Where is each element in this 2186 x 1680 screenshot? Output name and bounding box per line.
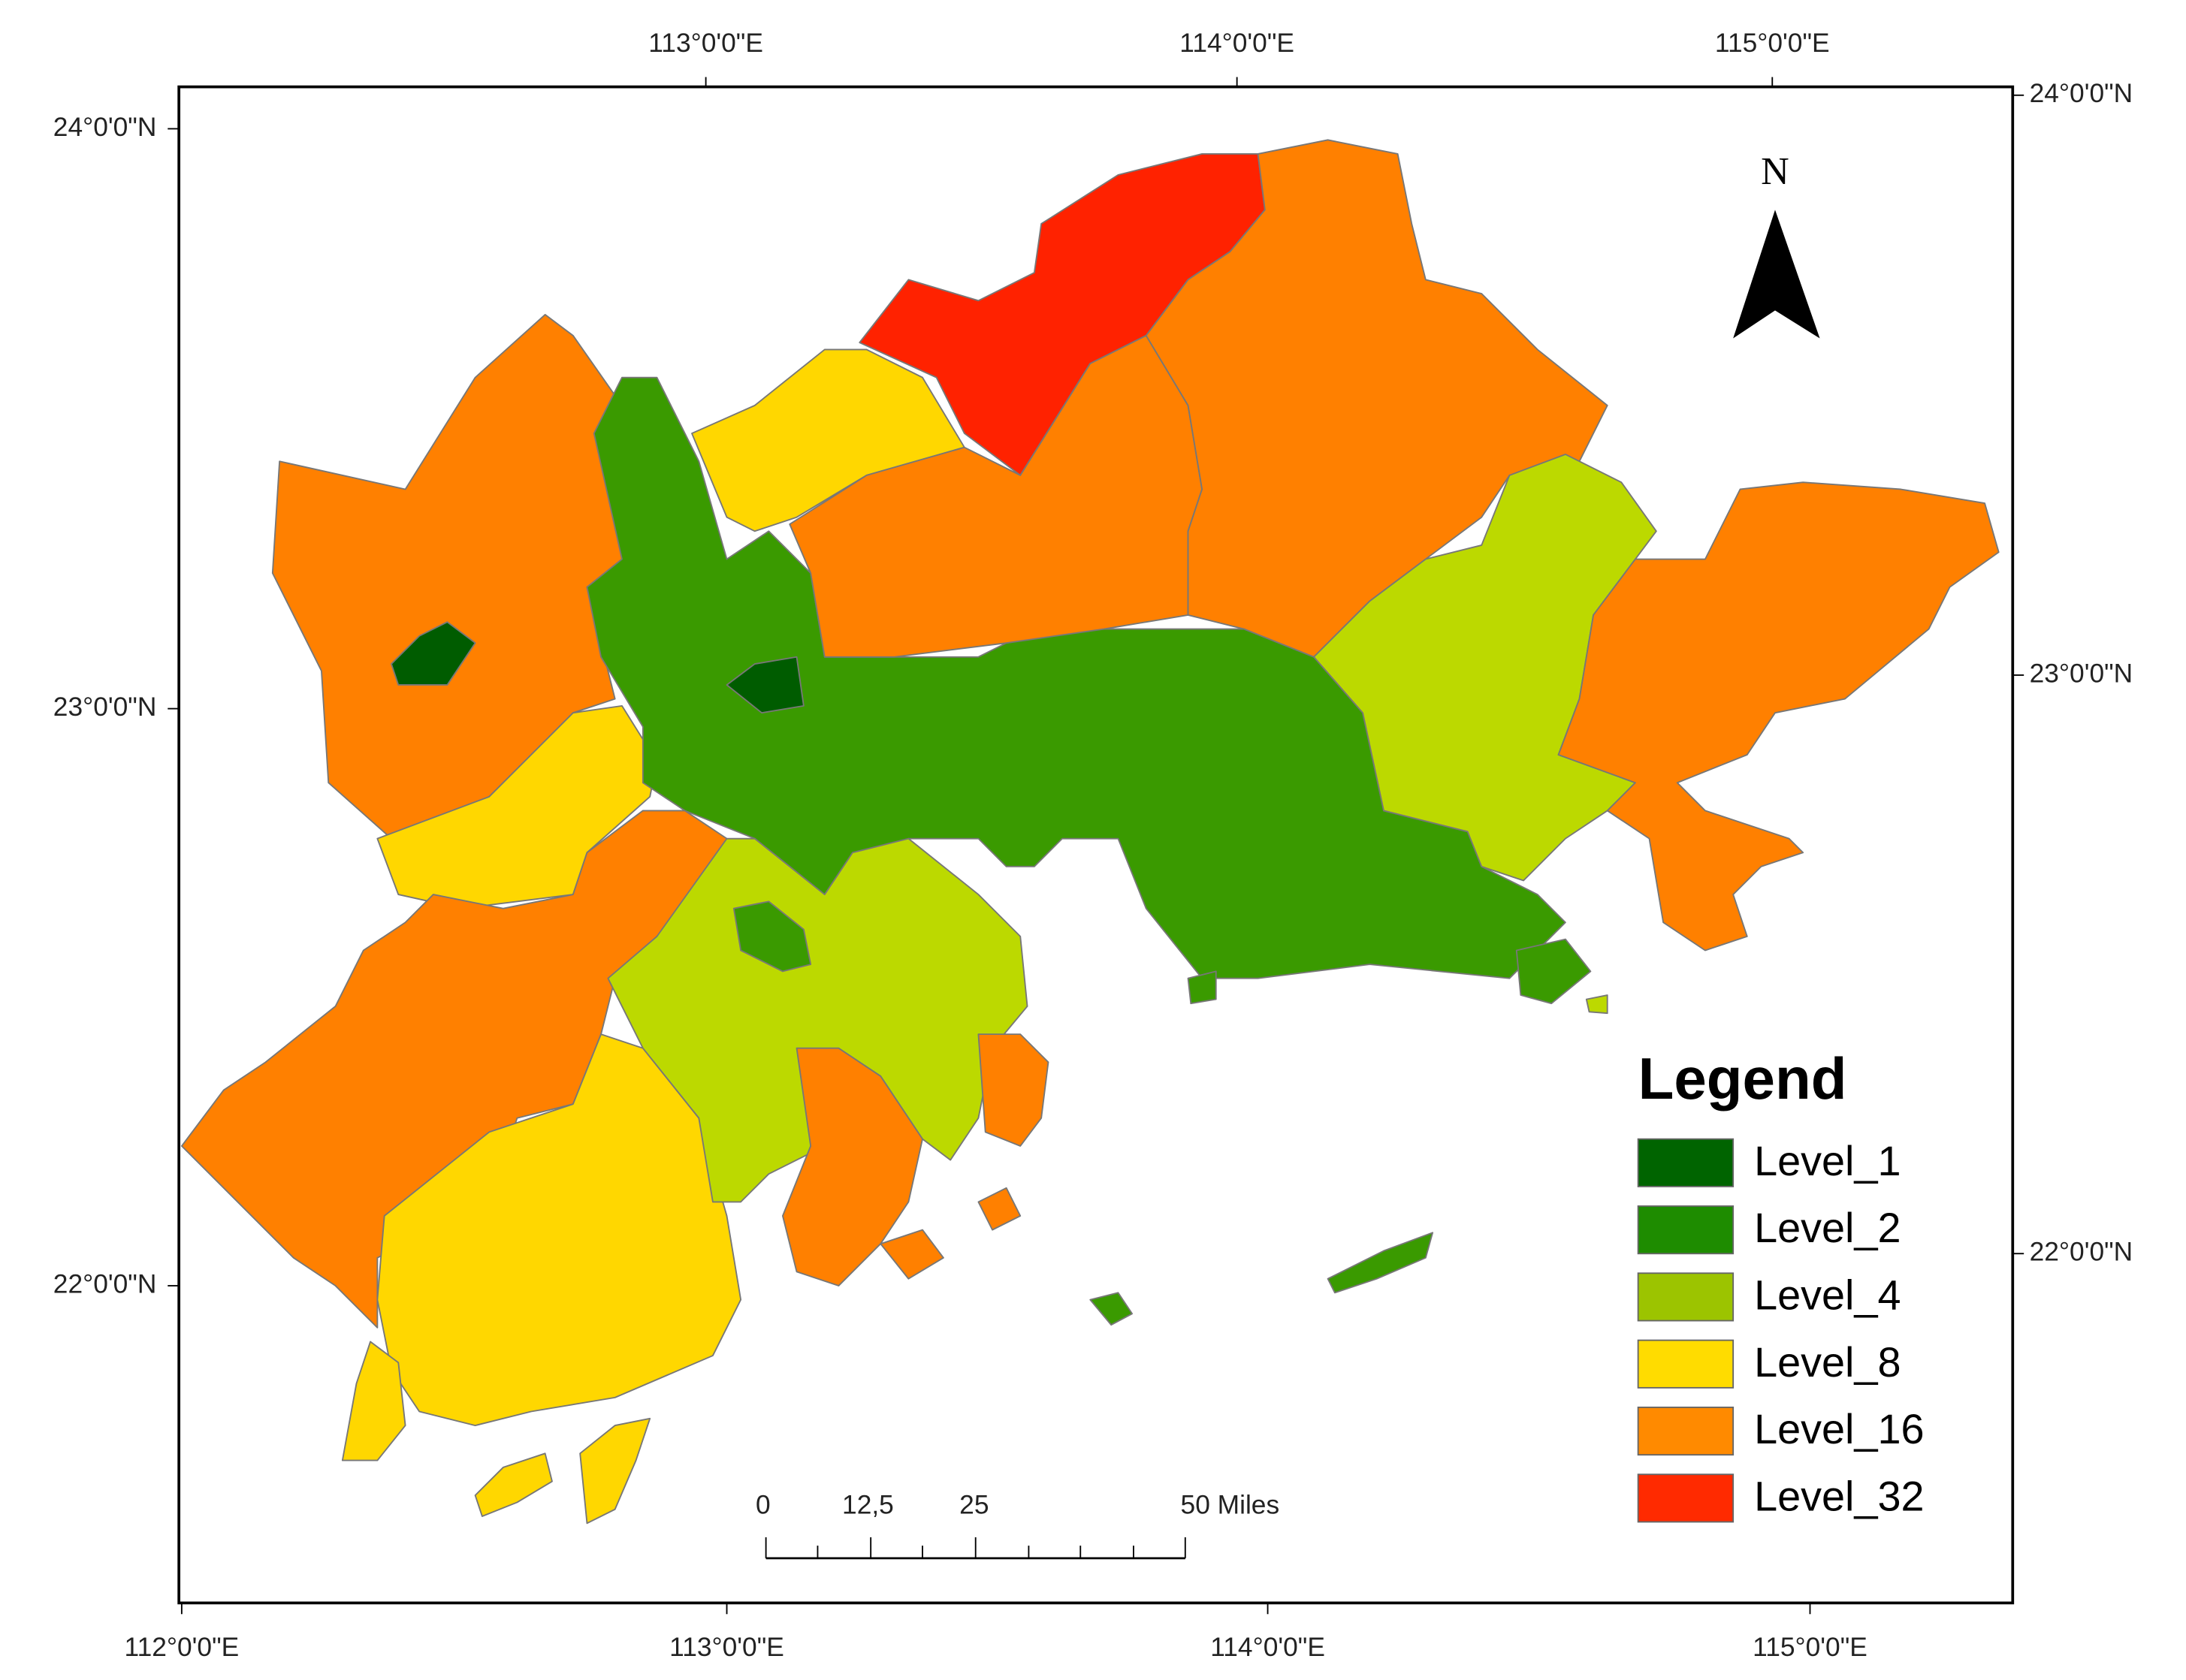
scale-label: 0 xyxy=(756,1490,771,1519)
scale-label: 12,5 xyxy=(842,1490,894,1519)
region xyxy=(376,1033,742,1427)
legend-swatch xyxy=(1637,1406,1735,1456)
island xyxy=(1327,1232,1434,1294)
scale-label: 50 Miles xyxy=(1181,1490,1280,1519)
bottom-label: 112°0'0"E xyxy=(125,1633,240,1662)
legend-label: Level_2 xyxy=(1754,1204,1901,1251)
island xyxy=(1585,994,1608,1015)
bottom-label: 113°0'0"E xyxy=(669,1633,784,1662)
region xyxy=(726,656,805,714)
island xyxy=(1089,1292,1134,1326)
north-arrow xyxy=(1733,210,1820,339)
right-label: 22°0'0"N xyxy=(2030,1238,2133,1267)
island xyxy=(1515,938,1592,1005)
region xyxy=(977,1033,1049,1147)
region xyxy=(341,1341,406,1461)
north-label: N xyxy=(1761,150,1789,193)
scale-bar: 0 12,5 25 50 Miles xyxy=(756,1490,1280,1560)
legend-label: Level_1 xyxy=(1754,1137,1901,1184)
region xyxy=(732,900,812,973)
island xyxy=(474,1452,553,1517)
island xyxy=(579,1417,651,1525)
bottom-label: 115°0'0"E xyxy=(1753,1633,1867,1662)
legend-swatch xyxy=(1637,1138,1735,1187)
region xyxy=(391,621,476,686)
legend-swatch xyxy=(1637,1473,1735,1523)
top-label: 113°0'0"E xyxy=(648,29,763,58)
island xyxy=(1187,970,1217,1005)
legend-label: Level_4 xyxy=(1754,1271,1901,1319)
left-label: 24°0'0"N xyxy=(53,113,157,142)
top-label: 114°0'0"E xyxy=(1179,29,1294,58)
region xyxy=(607,837,1028,1203)
legend: Legend Level_1 Level_2 Level_4 Level_8 Level… xyxy=(1637,1045,1925,1523)
left-label: 22°0'0"N xyxy=(53,1269,157,1298)
region xyxy=(1557,481,2000,952)
legend-swatch xyxy=(1637,1272,1735,1322)
left-label: 23°0'0"N xyxy=(53,692,157,722)
legend-swatch xyxy=(1637,1339,1735,1389)
island xyxy=(880,1229,944,1280)
legend-label: Level_8 xyxy=(1754,1338,1901,1386)
legend-label: Level_16 xyxy=(1754,1405,1924,1452)
graticule: 113°0'0"E 114°0'0"E 115°0'0"E 112°0'0"E 113°… xyxy=(53,29,2133,1662)
top-label: 115°0'0"E xyxy=(1715,29,1830,58)
bottom-label: 114°0'0"E xyxy=(1210,1633,1325,1662)
legend-title: Legend xyxy=(1638,1045,1847,1111)
legend-label: Level_32 xyxy=(1754,1472,1924,1519)
regions xyxy=(180,139,2000,1525)
legend-swatch xyxy=(1637,1205,1735,1255)
island xyxy=(977,1187,1022,1231)
right-label: 23°0'0"N xyxy=(2030,659,2133,688)
scale-label: 25 xyxy=(959,1490,989,1519)
region xyxy=(1145,139,1608,658)
right-label: 24°0'0"N xyxy=(2030,79,2133,108)
